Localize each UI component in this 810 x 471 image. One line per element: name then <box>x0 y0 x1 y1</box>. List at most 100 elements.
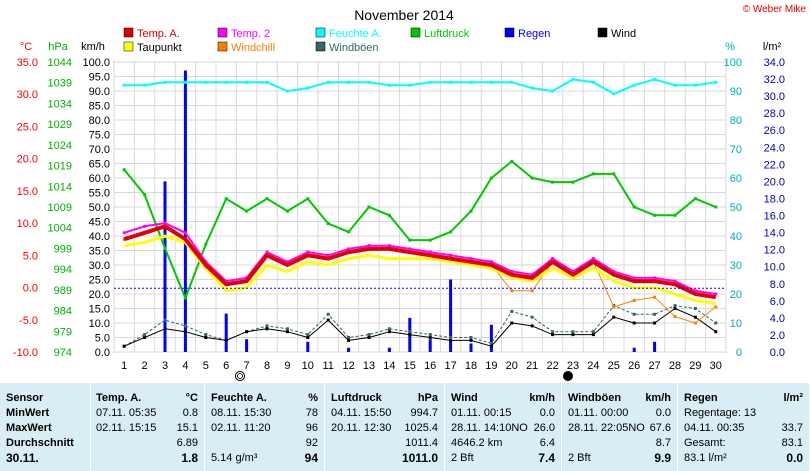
stats-header: Luftdruck hPa <box>325 391 444 406</box>
kmh-tick-label: 85.0 <box>89 101 110 113</box>
stats-cell-value: 78 <box>305 407 318 419</box>
series-point <box>612 92 616 96</box>
rain-axis-unit: l/m² <box>763 41 782 53</box>
kmh-tick-label: 95.0 <box>89 72 110 84</box>
stats-cell-value: 92 <box>305 437 318 449</box>
series-point <box>693 197 697 201</box>
celsius-tick-label: -10.0 <box>13 347 38 359</box>
series-point <box>449 253 453 257</box>
stats-cell-value: 33.7 <box>781 422 803 434</box>
series-point <box>530 86 534 90</box>
series-point <box>551 180 555 184</box>
series-point <box>163 80 167 84</box>
series-point <box>326 222 330 226</box>
kmh-tick-label: 40.0 <box>89 231 110 243</box>
series-line-luftdruck <box>123 160 717 300</box>
series-point <box>428 250 432 254</box>
series-point <box>326 318 330 322</box>
hpa-tick-label: 1019 <box>48 161 72 173</box>
series-point <box>122 231 126 235</box>
stats-cell-left: 04.11. 00:35 <box>684 422 745 434</box>
legend-label-7: Windchill <box>231 42 275 54</box>
stats-cell-row: 04.11. 00:35 33.7 <box>678 421 809 436</box>
stats-header-name: Regen <box>684 392 718 404</box>
x-tick-label: 10 <box>302 360 314 372</box>
rain-bar <box>387 347 391 352</box>
celsius-tick-label: 30.0 <box>17 89 38 101</box>
series-point <box>489 80 493 84</box>
series-point <box>306 197 310 201</box>
percent-tick-label: 90 <box>730 86 742 98</box>
kmh-tick-label: 35.0 <box>89 246 110 258</box>
kmh-tick-label: 100.0 <box>82 57 110 69</box>
series-point <box>591 333 595 337</box>
hpa-tick-label: 1014 <box>48 181 72 193</box>
percent-tick-label: 30 <box>730 260 742 272</box>
series-point <box>653 213 657 217</box>
stats-cell-row: 5.14 g/m³ 94 <box>205 451 324 466</box>
series-point <box>245 330 249 334</box>
legend-label-4: Regen <box>518 28 550 40</box>
kmh-tick-label: 5.0 <box>95 333 110 345</box>
chart-marks <box>122 70 718 352</box>
legend-label-5: Wind <box>611 28 636 40</box>
stats-column: Luftdruck hPa 04.11. 15:50 994.7 20.11. 12:3… <box>325 383 445 471</box>
series-point <box>367 336 371 339</box>
kmh-axis-unit: km/h <box>81 41 105 53</box>
series-point <box>347 338 351 342</box>
series-point <box>122 344 126 348</box>
series-point <box>632 321 636 325</box>
series-point <box>387 213 391 217</box>
kmh-tick-label: 75.0 <box>89 130 110 142</box>
chart-title: November 2014 <box>354 7 454 23</box>
series-point <box>285 89 289 93</box>
hpa-tick-label: 1024 <box>48 140 72 152</box>
stats-cell-value: 96 <box>305 422 318 434</box>
stats-cell-value: 1011.4 <box>405 437 438 449</box>
x-tick-label: 4 <box>182 360 188 372</box>
series-point <box>183 296 187 300</box>
stats-cell-value: 83.1 <box>781 437 803 449</box>
stats-header-name: Luftdruck <box>331 392 382 404</box>
series-point <box>673 307 677 310</box>
stats-header: Regen l/m² <box>678 391 809 406</box>
series-point <box>714 292 718 296</box>
stats-cell-row: 08.11. 15:30 78 <box>205 406 324 421</box>
hpa-tick-label: 984 <box>54 306 72 318</box>
percent-tick-label: 20 <box>730 289 742 301</box>
series-point <box>612 269 616 273</box>
new-moon-icon <box>563 371 573 381</box>
series-point <box>653 312 657 316</box>
series-point <box>204 80 208 84</box>
series-point <box>530 289 534 293</box>
series-point <box>612 315 616 319</box>
series-point <box>408 238 412 242</box>
series-point <box>673 315 677 319</box>
series-point <box>163 221 167 225</box>
series-point <box>530 176 534 180</box>
series-point <box>122 168 126 172</box>
stats-cell-row: Regentage: 13 <box>678 406 809 421</box>
stats-cell-row: 2 Bft 7.4 <box>445 451 561 466</box>
stats-cell-value: 67.6 <box>649 422 671 434</box>
x-tick-label: 1 <box>121 360 127 372</box>
series-point <box>530 273 534 277</box>
stats-header: Feuchte A.% <box>205 391 324 406</box>
rain-tick-label: 22.0 <box>764 159 785 171</box>
kmh-tick-label: 15.0 <box>89 304 110 316</box>
kmh-tick-label: 30.0 <box>89 260 110 272</box>
statistics-table: Sensor MinWert MaxWert Durchschnitt 30.11. Te… <box>0 383 810 471</box>
series-point <box>489 260 493 264</box>
rain-tick-label: 0.0 <box>770 347 785 359</box>
series-point <box>591 172 595 176</box>
series-point <box>183 231 187 235</box>
celsius-tick-label: -5.0 <box>19 315 38 327</box>
series-point <box>530 324 534 328</box>
x-tick-label: 22 <box>546 360 558 372</box>
full-moon-icon <box>235 371 245 381</box>
stats-header-unit: km/h <box>529 392 555 404</box>
stats-cell-value: 26.0 <box>533 422 555 434</box>
series-point <box>143 224 147 228</box>
series-point <box>408 333 412 337</box>
series-point <box>347 230 351 234</box>
